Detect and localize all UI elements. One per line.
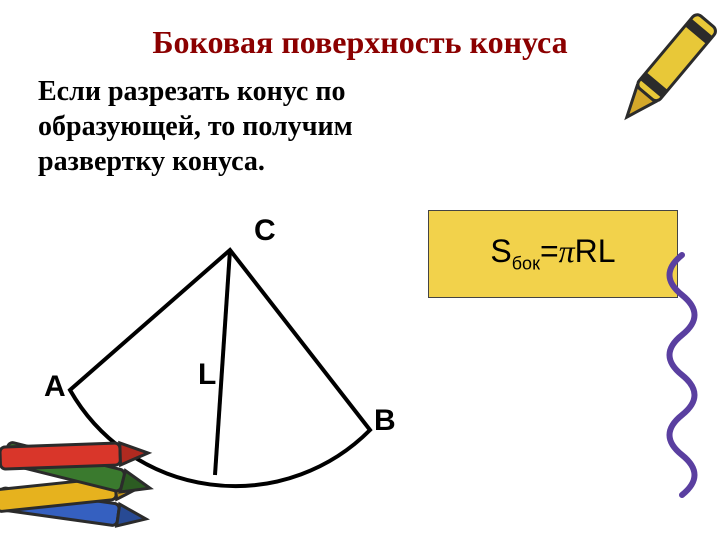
crayon-pile-icon: [0, 420, 200, 550]
vertex-label-a: А: [44, 370, 66, 404]
formula-pi: π: [559, 233, 575, 269]
formula-eq: =: [540, 233, 559, 269]
slide-body: Если разрезать конус по образующей, то п…: [38, 74, 418, 179]
formula-S: S: [490, 233, 511, 269]
crayon-top-right-icon: [600, 0, 720, 160]
vertex-label-b: В: [374, 404, 396, 438]
formula-box: Sбок=πRL: [428, 210, 678, 298]
radius-line: [215, 250, 230, 475]
formula-RL: RL: [575, 233, 616, 269]
squiggle-right-icon: [652, 250, 712, 510]
vertex-label-c: С: [254, 214, 276, 248]
formula-sub: бок: [512, 254, 540, 274]
radius-label-l: L: [198, 358, 216, 392]
formula: Sбок=πRL: [490, 233, 615, 274]
